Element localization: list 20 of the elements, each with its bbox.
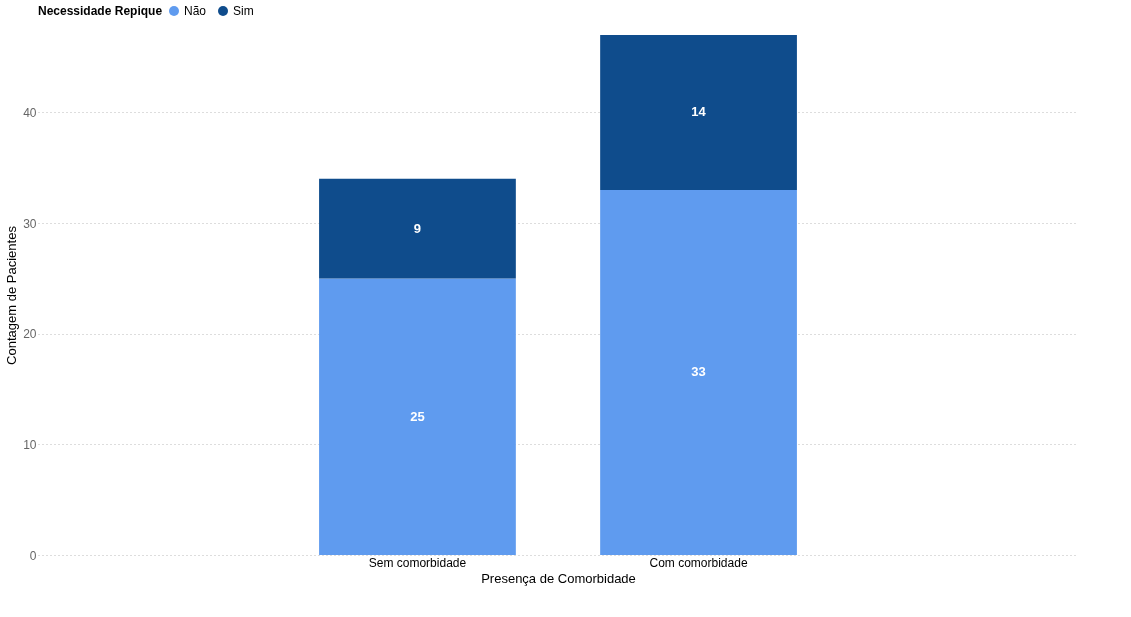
data-label: 14 <box>691 104 707 120</box>
bar <box>600 35 797 190</box>
y-tick-label: 30 <box>23 216 37 231</box>
x-tick-label: Com comorbidade <box>649 555 748 570</box>
data-label: 33 <box>691 364 706 380</box>
y-tick-label: 0 <box>29 548 37 563</box>
bar <box>319 278 516 555</box>
legend-title: Necessidade Repique <box>38 4 163 18</box>
y-axis-title: Contagem de Pacientes <box>4 225 20 365</box>
legend-label: Sim <box>233 4 254 18</box>
data-label: 25 <box>410 408 425 424</box>
y-tick-label: 10 <box>23 437 37 452</box>
data-label: 9 <box>413 220 422 236</box>
y-tick-label: 20 <box>23 327 37 342</box>
bar <box>600 189 797 555</box>
bar <box>319 178 516 279</box>
y-tick-label: 40 <box>23 105 37 120</box>
legend-label: Não <box>184 4 207 18</box>
x-tick-label: Sem comorbidade <box>368 555 467 570</box>
x-axis-title: Presença de Comorbidade <box>481 570 636 586</box>
